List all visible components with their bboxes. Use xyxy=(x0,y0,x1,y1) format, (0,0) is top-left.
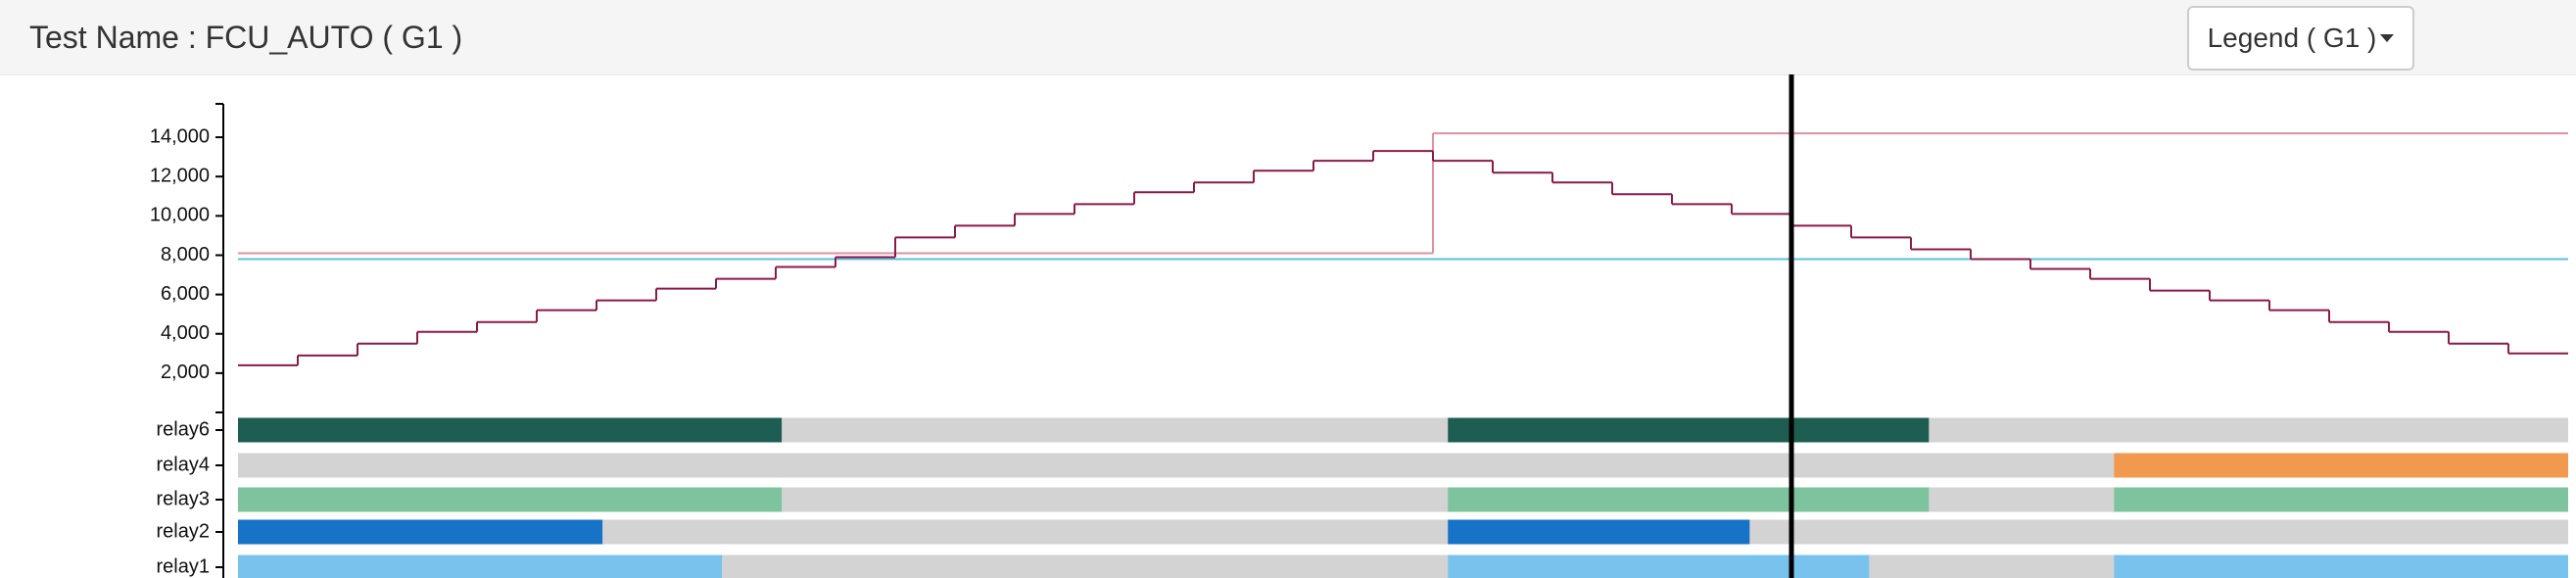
relay-on xyxy=(238,519,603,545)
y-tick-label: 8,000 xyxy=(161,244,210,265)
relay-label: relay6 xyxy=(157,418,210,440)
y-tick-label: 12,000 xyxy=(150,166,210,187)
header-bar: Test Name : FCU_AUTO ( G1 ) Legend ( G1 … xyxy=(0,0,2576,75)
relay-on xyxy=(2114,453,2568,478)
relay-on xyxy=(1448,554,1870,578)
relay-label: relay1 xyxy=(157,555,210,577)
relay-on xyxy=(1448,417,1930,443)
relay-track xyxy=(238,519,2568,545)
relay-label: relay3 xyxy=(157,488,210,509)
relay-on xyxy=(238,487,783,512)
caret xyxy=(2380,34,2395,42)
relay-label: relay2 xyxy=(157,520,210,542)
y-tick-label: 2,000 xyxy=(161,361,210,383)
relay-on xyxy=(2114,554,2568,578)
y-tick-label: 14,000 xyxy=(150,125,210,147)
relay-on xyxy=(1448,519,1750,545)
y-tick-label: 6,000 xyxy=(161,283,210,305)
relay-label: relay4 xyxy=(157,454,210,475)
y-tick-label: 10,000 xyxy=(150,205,210,226)
legend-button-label: Legend ( G1 ) xyxy=(2207,23,2377,53)
relay-on xyxy=(1448,487,1930,512)
legend-dropdown[interactable]: Legend ( G1 ) xyxy=(2187,6,2414,71)
y-tick-label: 4,000 xyxy=(161,322,210,344)
relay-on xyxy=(238,554,723,578)
relay-on xyxy=(2114,487,2568,512)
test-title: Test Name : FCU_AUTO ( G1 ) xyxy=(29,20,463,55)
relay-track xyxy=(238,554,2568,578)
relay-on xyxy=(238,417,783,443)
